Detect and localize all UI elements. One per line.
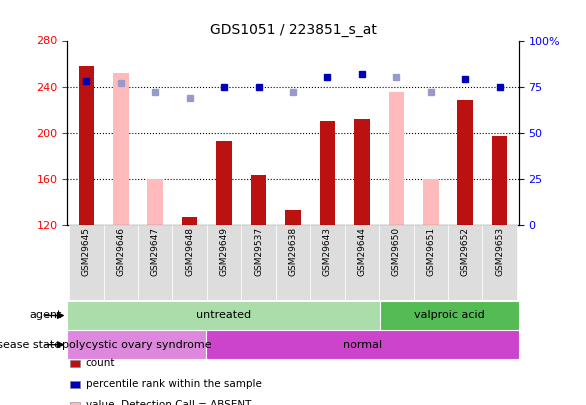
- Bar: [172, 225, 207, 300]
- Bar: [67, 301, 380, 330]
- Text: GSM29649: GSM29649: [220, 227, 229, 276]
- Bar: [354, 119, 370, 225]
- Bar: [492, 136, 507, 225]
- Bar: [148, 179, 163, 225]
- Bar: [276, 225, 310, 300]
- Bar: [69, 225, 104, 300]
- Bar: [389, 92, 404, 225]
- Text: GSM29643: GSM29643: [323, 227, 332, 276]
- Bar: [285, 210, 301, 225]
- Text: polycystic ovary syndrome: polycystic ovary syndrome: [62, 340, 212, 350]
- Bar: [182, 217, 197, 225]
- Text: GSM29650: GSM29650: [392, 227, 401, 276]
- Text: percentile rank within the sample: percentile rank within the sample: [86, 379, 261, 389]
- Bar: [138, 225, 172, 300]
- Bar: [104, 225, 138, 300]
- Text: GSM29644: GSM29644: [357, 227, 366, 276]
- Bar: [207, 225, 241, 300]
- Text: disease state: disease state: [0, 340, 62, 350]
- Bar: [379, 225, 414, 300]
- Bar: [414, 225, 448, 300]
- Bar: [482, 225, 517, 300]
- Bar: [79, 66, 94, 225]
- Bar: [67, 330, 206, 359]
- Text: GSM29646: GSM29646: [116, 227, 125, 276]
- Text: GSM29638: GSM29638: [288, 227, 298, 276]
- Text: value, Detection Call = ABSENT: value, Detection Call = ABSENT: [86, 401, 251, 405]
- Bar: [206, 330, 519, 359]
- Bar: [216, 141, 232, 225]
- Bar: [113, 73, 128, 225]
- Text: count: count: [86, 358, 115, 368]
- Text: GSM29653: GSM29653: [495, 227, 504, 276]
- Text: normal: normal: [343, 340, 382, 350]
- Text: GSM29645: GSM29645: [82, 227, 91, 276]
- Text: agent: agent: [29, 311, 62, 320]
- Text: valproic acid: valproic acid: [414, 311, 485, 320]
- Text: GSM29647: GSM29647: [151, 227, 160, 276]
- Text: GSM29648: GSM29648: [185, 227, 194, 276]
- Bar: [423, 179, 438, 225]
- Bar: [251, 175, 266, 225]
- Bar: [241, 225, 276, 300]
- Bar: [345, 225, 379, 300]
- Text: GSM29652: GSM29652: [461, 227, 470, 276]
- Text: untreated: untreated: [196, 311, 251, 320]
- Bar: [380, 301, 519, 330]
- Text: GSM29651: GSM29651: [426, 227, 435, 276]
- Bar: [310, 225, 345, 300]
- Bar: [458, 100, 473, 225]
- Bar: [448, 225, 482, 300]
- Bar: [320, 121, 335, 225]
- Title: GDS1051 / 223851_s_at: GDS1051 / 223851_s_at: [210, 23, 376, 37]
- Text: GSM29537: GSM29537: [254, 227, 263, 276]
